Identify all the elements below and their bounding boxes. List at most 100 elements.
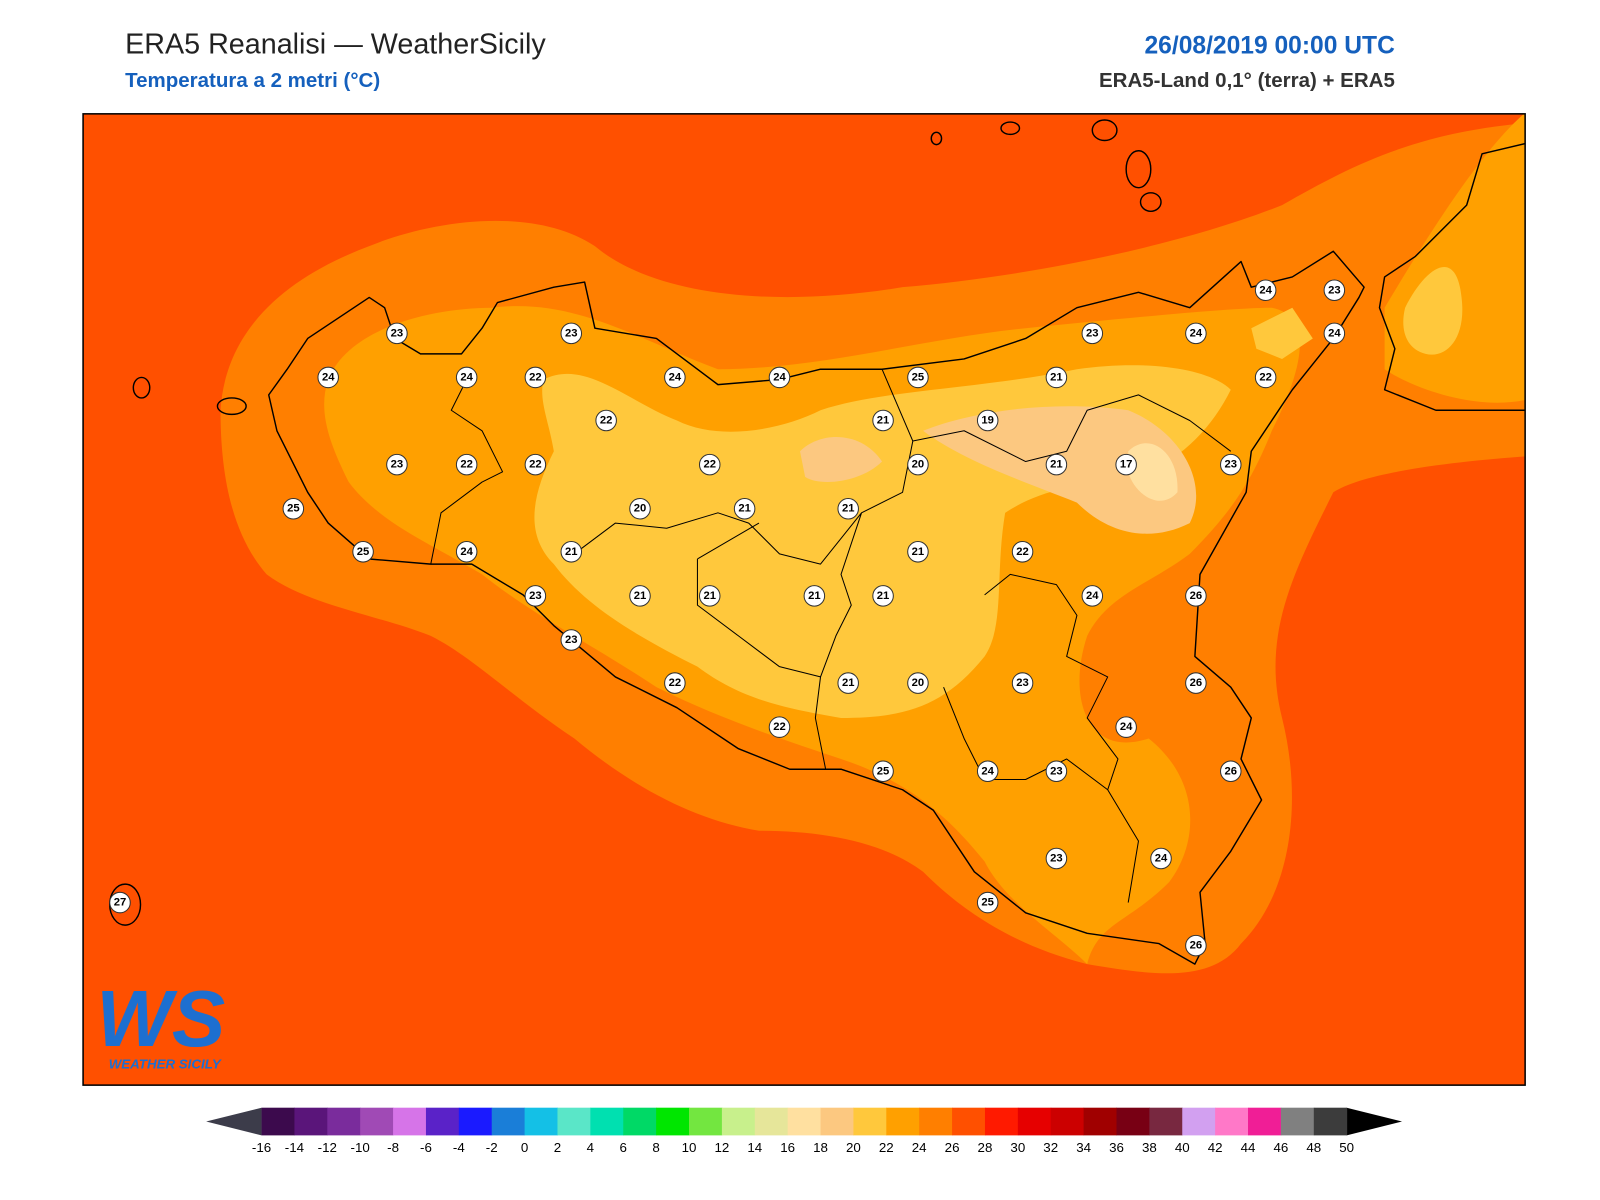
station-value: 23 <box>1016 677 1029 689</box>
station-value: 21 <box>912 546 925 558</box>
station-value: 24 <box>322 371 335 383</box>
colorbar-tick-label: 20 <box>846 1140 861 1155</box>
colorbar-tick-label: 24 <box>912 1140 927 1155</box>
station-dot <box>629 585 651 607</box>
colorbar-tick-label: -2 <box>486 1140 498 1155</box>
station-dot <box>1185 585 1207 607</box>
station-value: 22 <box>460 459 473 471</box>
colorbar-segment <box>656 1107 690 1136</box>
colorbar-tick-label: 8 <box>652 1140 659 1155</box>
colorbar-tick-label: 14 <box>747 1140 762 1155</box>
colorbar-segment <box>820 1107 854 1136</box>
station-value: 24 <box>1120 721 1133 733</box>
colorbar-segment <box>294 1107 328 1136</box>
station-value: 26 <box>1190 940 1203 952</box>
station-value: 20 <box>912 459 925 471</box>
station-value: 22 <box>703 459 716 471</box>
colorbar-tick-label: -6 <box>420 1140 432 1155</box>
station-dot <box>1323 279 1346 302</box>
station-value: 24 <box>773 371 786 383</box>
colorbar-segment <box>919 1107 953 1136</box>
contour-band <box>1403 267 1463 355</box>
colorbar-segment <box>1050 1107 1085 1136</box>
colorbar-segment <box>327 1107 361 1136</box>
station-dot <box>1185 934 1207 957</box>
lipari <box>1125 150 1152 189</box>
station-value: 25 <box>357 546 370 558</box>
station-value: 25 <box>981 897 994 909</box>
station-value: 21 <box>703 590 716 602</box>
station-value: 23 <box>1050 852 1063 864</box>
station-dot <box>1045 366 1068 389</box>
station-dot <box>1185 672 1207 694</box>
station-value: 22 <box>773 721 786 733</box>
colorbar-under <box>206 1107 262 1136</box>
station-dot <box>1011 541 1034 563</box>
colorbar-tick-label: 44 <box>1241 1140 1256 1155</box>
station-value: 21 <box>1050 371 1063 383</box>
station-dot <box>629 497 651 520</box>
colorbar-segment <box>1215 1107 1249 1136</box>
colorbar-tick-label: 12 <box>714 1140 729 1155</box>
map-area: 23 23 24 24 22 24 24 25 23 24 24 23 24 21 22 22 21 19 23 22… <box>83 113 1526 1086</box>
contour-band <box>800 436 883 483</box>
station-value: 22 <box>1016 546 1029 558</box>
station-dot <box>1045 453 1068 476</box>
colorbar-tick-label: 32 <box>1043 1140 1058 1155</box>
station-value: 25 <box>912 371 925 383</box>
colorbar: -16 -14 -12 -10 -8 -6 -4 -2 0 2 4 6 8 10 12 14 16 18 20 22 2… <box>206 1107 1403 1155</box>
station-dot <box>1220 453 1242 476</box>
station-dot <box>386 322 408 345</box>
colorbar-segment <box>557 1107 591 1136</box>
station-value: 24 <box>981 765 994 777</box>
marettimo <box>132 376 151 399</box>
station-dot <box>560 629 583 651</box>
station-dot <box>907 453 929 476</box>
station-value: 23 <box>1225 459 1238 471</box>
station-value: 23 <box>565 327 578 339</box>
station-value: 21 <box>1050 459 1063 471</box>
station-value: 23 <box>391 327 404 339</box>
station-value: 21 <box>842 503 855 515</box>
colorbar-segment <box>754 1107 789 1136</box>
colorbar-tick-label: 50 <box>1339 1140 1354 1155</box>
station-dot <box>352 541 374 563</box>
logo: WS WEATHER SICILY <box>96 974 225 1072</box>
colorbar-segment <box>261 1107 295 1136</box>
station-value: 23 <box>391 459 404 471</box>
colorbar-tick-label: -16 <box>252 1140 271 1155</box>
colorbar-segment <box>360 1107 394 1136</box>
colorbar-segment <box>623 1107 657 1136</box>
station-value: 17 <box>1120 459 1133 471</box>
station-value: 21 <box>877 415 890 427</box>
station-value: 21 <box>842 677 855 689</box>
vulcano <box>1139 192 1162 212</box>
station-dot <box>1011 672 1034 694</box>
station-value: 22 <box>529 459 542 471</box>
coastlines <box>109 119 1526 965</box>
station-value: 24 <box>1259 284 1272 296</box>
station-dot <box>837 672 859 694</box>
colorbar-segment <box>689 1107 723 1136</box>
colorbar-tick-label: 26 <box>945 1140 960 1155</box>
station-dot <box>1115 716 1137 738</box>
colorbar-segment <box>984 1107 1019 1136</box>
station-dot <box>524 453 547 476</box>
colorbar-tick-label: 38 <box>1142 1140 1157 1155</box>
station-dot <box>560 541 583 563</box>
contour-band <box>1128 443 1178 501</box>
colorbar-tick-label: 10 <box>682 1140 697 1155</box>
salina <box>1091 119 1118 142</box>
station-dot <box>1323 322 1346 345</box>
station-dot <box>837 497 859 520</box>
station-value: 20 <box>912 677 925 689</box>
colorbar-tick-label: 16 <box>780 1140 795 1155</box>
station-value: 24 <box>669 371 682 383</box>
colorbar-segment <box>1083 1107 1118 1136</box>
station-dot <box>976 891 999 914</box>
colorbar-segment <box>721 1107 756 1136</box>
station-value: 22 <box>669 677 682 689</box>
station-value: 21 <box>808 590 821 602</box>
subtitle: Temperatura a 2 metri (°C) <box>125 69 380 92</box>
colorbar-tick-label: 0 <box>521 1140 528 1155</box>
